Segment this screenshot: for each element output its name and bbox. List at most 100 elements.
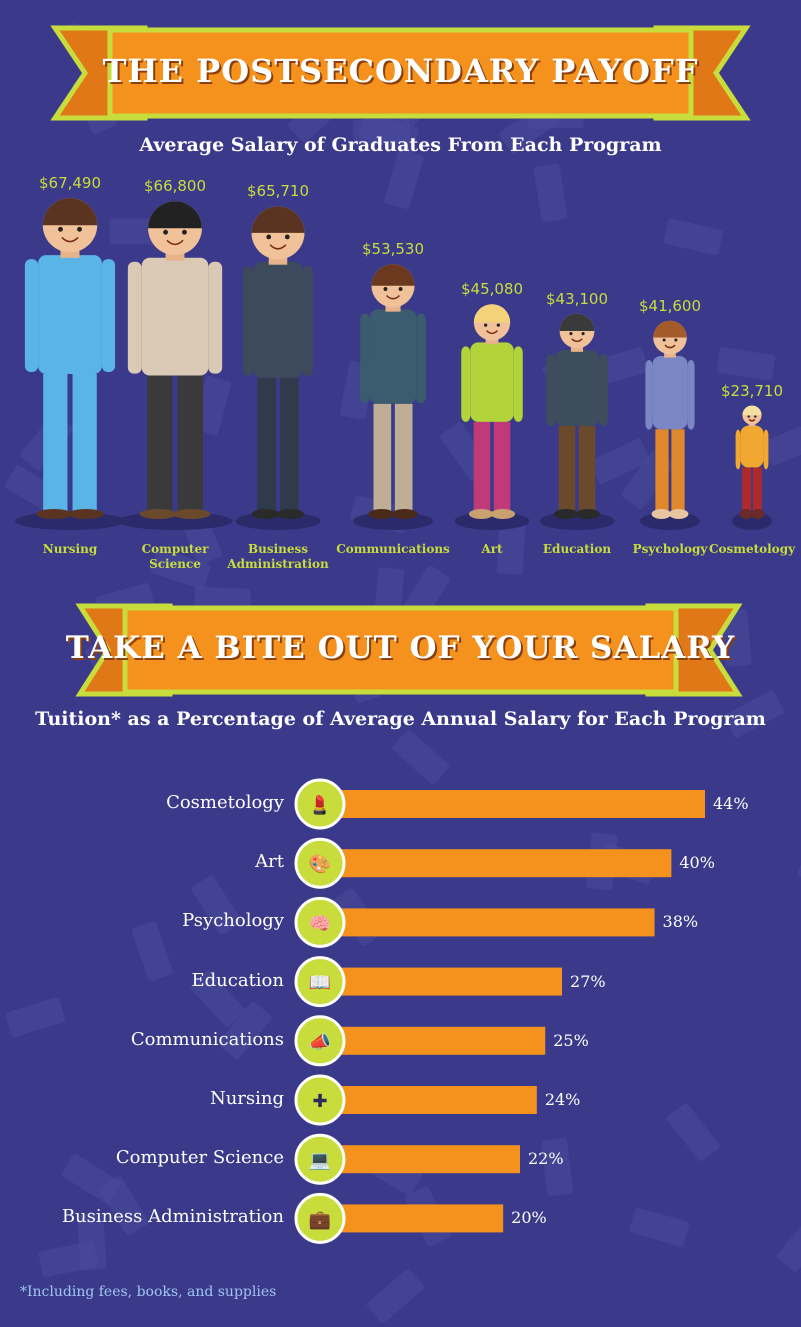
figure-eye (496, 323, 500, 327)
figure-leg (655, 429, 669, 512)
title-banner (50, 25, 751, 121)
figure-smile (571, 338, 583, 343)
figure-leg (373, 403, 392, 512)
figure-eye (181, 229, 187, 235)
figure-arm (687, 359, 695, 430)
figure-leg (279, 377, 299, 512)
salary-value-label: $65,710 (246, 182, 310, 201)
program-label: Education (543, 542, 611, 557)
figure-leg (394, 403, 413, 512)
bill-shape (366, 1269, 424, 1324)
figure-eye (163, 229, 169, 235)
program-label-line: Art (481, 542, 503, 556)
program-label: Psychology (633, 542, 708, 557)
tuition-bar (335, 1026, 546, 1055)
bill-shape (590, 438, 650, 484)
nurse-cap-icon-glyph: ✚ (312, 1091, 327, 1112)
figure-smile (61, 236, 79, 243)
briefcase-icon (294, 1192, 346, 1244)
salary-value-label: $45,080 (460, 280, 524, 299)
bar-category-label: Communications (130, 1028, 284, 1050)
figure-shoe (490, 509, 516, 519)
person-figure (117, 201, 233, 530)
figure-hair (742, 405, 762, 416)
figure-eye (662, 338, 666, 342)
figure-arm (243, 266, 254, 377)
program-label: Nursing (43, 542, 97, 557)
figure-arm (302, 266, 313, 377)
figure-hair (148, 201, 202, 229)
bar-value-label: 24% (544, 1090, 581, 1109)
bill-shape (218, 1001, 272, 1060)
figure-leg (752, 467, 762, 512)
salary-value-label: $41,600 (638, 296, 702, 315)
salary-value-label: $53,530 (361, 240, 425, 259)
laptop-icon (294, 1133, 346, 1185)
program-label-line: Education (542, 542, 612, 556)
figure-arm (645, 359, 653, 430)
figure-shoe (68, 509, 104, 519)
figure-shoe (391, 509, 418, 519)
figure-torso (652, 355, 688, 430)
megaphone-icon (294, 1015, 346, 1067)
figure-leg (578, 426, 596, 512)
person-figure (15, 198, 125, 530)
bar-category-label: Education (191, 969, 285, 991)
figure-hair (251, 206, 305, 233)
figure-eye (77, 226, 82, 232)
figure-leg (72, 374, 97, 512)
bar-category-label: Psychology (182, 910, 284, 932)
program-label-line: Psychology (632, 542, 708, 556)
bar-value-label: 40% (679, 853, 715, 873)
program-label: Art (481, 542, 502, 557)
tuition-bar (335, 967, 563, 996)
salary-value-label: $67,490 (38, 174, 102, 192)
figure-shoe (172, 509, 211, 519)
program-label-line: Cosmetology (708, 542, 796, 556)
figure-smile (269, 244, 287, 250)
figure-eye (266, 234, 272, 240)
bar-category-label: Cosmetology (166, 792, 284, 813)
figure-eye (398, 287, 403, 291)
figure-arm (546, 354, 556, 427)
figure-eye (581, 332, 585, 336)
figure-eye (383, 287, 388, 291)
bill-shape (776, 1214, 801, 1272)
figure-shoe (36, 509, 72, 519)
figure-arm (416, 313, 426, 404)
bar-value-label: 22% (528, 1149, 564, 1169)
figure-torso (740, 425, 764, 468)
figure-hair (371, 264, 415, 286)
tuition-subtitle: Tuition* as a Percentage of Average Annu… (35, 708, 766, 730)
figure-arm (513, 346, 523, 422)
bill-shape (663, 218, 723, 256)
figure-arm (208, 261, 223, 374)
salary-subtitle: Average Salary of Graduates From Each Pr… (139, 134, 662, 156)
bill-shape (392, 729, 450, 785)
program-label-line: Science (149, 557, 201, 571)
brain-icon-glyph: 🧠 (309, 913, 331, 934)
tuition-bar (335, 1086, 537, 1114)
tuition-bar-chart: 💄 🎨 🧠 📖 📣 ✚ 💻 💼 (294, 778, 705, 1244)
bill-shape (533, 163, 568, 223)
figure-smile (385, 294, 401, 300)
program-label-line: Nursing (42, 542, 98, 556)
bar-value-label: 20% (511, 1208, 547, 1228)
figure-torso (38, 255, 102, 374)
banner-body (122, 605, 679, 695)
figure-arm (598, 354, 608, 427)
megaphone-icon-glyph: 📣 (309, 1032, 331, 1053)
bar-category-label: Nursing (209, 1088, 284, 1109)
program-label-line: Business (247, 542, 309, 556)
person-figure (454, 304, 530, 530)
figure-arm (360, 313, 370, 404)
figure-arm (461, 346, 471, 422)
bar-value-label: 38% (662, 912, 699, 932)
figure-shoe (139, 509, 178, 519)
figure-eye (674, 338, 678, 342)
bill-shape (131, 921, 173, 982)
figure-shoe (651, 509, 672, 519)
tuition-bar (335, 849, 672, 878)
paint-palette-icon (294, 837, 346, 889)
figure-torso (555, 350, 599, 427)
